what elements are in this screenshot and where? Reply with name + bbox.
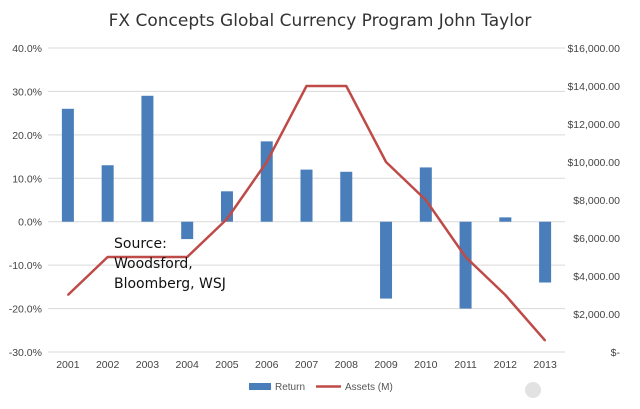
return-bar: [300, 169, 313, 222]
return-bar: [380, 221, 393, 299]
assets-point: [504, 294, 507, 296]
left-tick-label: -30.0%: [9, 347, 42, 359]
right-axis-ticks: $16,000.00 $14,000.00 $12,000.00 $10,000.00…: [567, 43, 620, 359]
annotation-line-2: Woodsford,: [114, 256, 193, 272]
left-tick-label: -10.0%: [9, 260, 42, 272]
right-tick-label: $2,000.00: [573, 309, 620, 321]
legend: Return Assets (M): [249, 382, 393, 393]
annotation-line-1: Source:: [114, 236, 167, 252]
assets-point: [305, 85, 308, 87]
return-bar: [181, 221, 194, 240]
x-tick-label: 2004: [176, 359, 200, 371]
return-bar: [539, 221, 552, 283]
assets-point: [425, 199, 427, 201]
return-bar: [499, 217, 512, 222]
watermark-text: 头条 @悟空问答: [545, 382, 633, 397]
source-annotation: Source: Woodsford, Bloomberg, WSJ: [114, 236, 226, 292]
legend-return-swatch: [249, 383, 271, 390]
x-tick-label: 2001: [56, 359, 80, 371]
left-tick-label: -20.0%: [9, 304, 42, 316]
return-bar: [419, 167, 432, 222]
x-tick-label: 2010: [414, 359, 438, 371]
right-tick-label: $-: [611, 347, 621, 359]
right-tick-label: $4,000.00: [573, 271, 620, 283]
x-tick-label: 2011: [454, 359, 477, 371]
assets-point: [544, 339, 546, 342]
return-bar: [61, 108, 74, 222]
right-tick-label: $10,000.00: [567, 157, 620, 169]
return-bar: [141, 95, 154, 222]
legend-assets-label: Assets (M): [345, 382, 393, 393]
x-axis-ticks: 2001 2002 2003 2004 2005 2006 2007 2008 2009 2010…: [56, 359, 557, 371]
legend-return-label: Return: [275, 382, 305, 393]
right-tick-label: $14,000.00: [567, 81, 620, 93]
x-tick-label: 2007: [295, 359, 319, 371]
return-bars: [61, 95, 552, 309]
assets-point: [106, 256, 109, 258]
assets-point: [146, 256, 149, 258]
assets-point: [265, 161, 268, 163]
right-tick-label: $8,000.00: [573, 195, 620, 207]
x-tick-label: 2013: [533, 359, 557, 371]
assets-point: [186, 256, 188, 258]
left-tick-label: 30.0%: [12, 86, 42, 98]
watermark-icon: [525, 382, 541, 398]
left-tick-label: 40.0%: [12, 43, 42, 55]
assets-point: [226, 218, 228, 220]
x-tick-label: 2006: [255, 359, 279, 371]
return-bar: [101, 165, 114, 222]
assets-line: [67, 84, 547, 342]
right-tick-label: $12,000.00: [567, 119, 620, 131]
annotation-line-3: Bloomberg, WSJ: [114, 276, 226, 292]
x-tick-label: 2009: [374, 359, 398, 371]
x-tick-label: 2005: [215, 359, 239, 371]
chart-title: FX Concepts Global Currency Program John…: [109, 11, 532, 31]
x-tick-label: 2012: [494, 359, 518, 371]
left-tick-label: 0.0%: [18, 217, 42, 229]
x-tick-label: 2002: [96, 359, 120, 371]
return-bar: [340, 171, 353, 222]
right-tick-label: $6,000.00: [573, 233, 620, 245]
x-tick-label: 2003: [136, 359, 160, 371]
return-bar: [459, 221, 472, 309]
watermark: 头条 @悟空问答: [525, 382, 633, 398]
x-tick-label: 2008: [335, 359, 359, 371]
left-tick-label: 20.0%: [12, 130, 42, 142]
assets-point: [345, 85, 348, 87]
left-tick-label: 10.0%: [12, 173, 42, 185]
right-tick-label: $16,000.00: [567, 43, 620, 55]
left-axis-ticks: 40.0% 30.0% 20.0% 10.0% 0.0% -10.0% -20.0% -30.…: [9, 43, 42, 359]
assets-point: [385, 161, 387, 163]
assets-point: [464, 256, 467, 258]
assets-point: [67, 294, 69, 296]
return-bar: [260, 141, 273, 222]
